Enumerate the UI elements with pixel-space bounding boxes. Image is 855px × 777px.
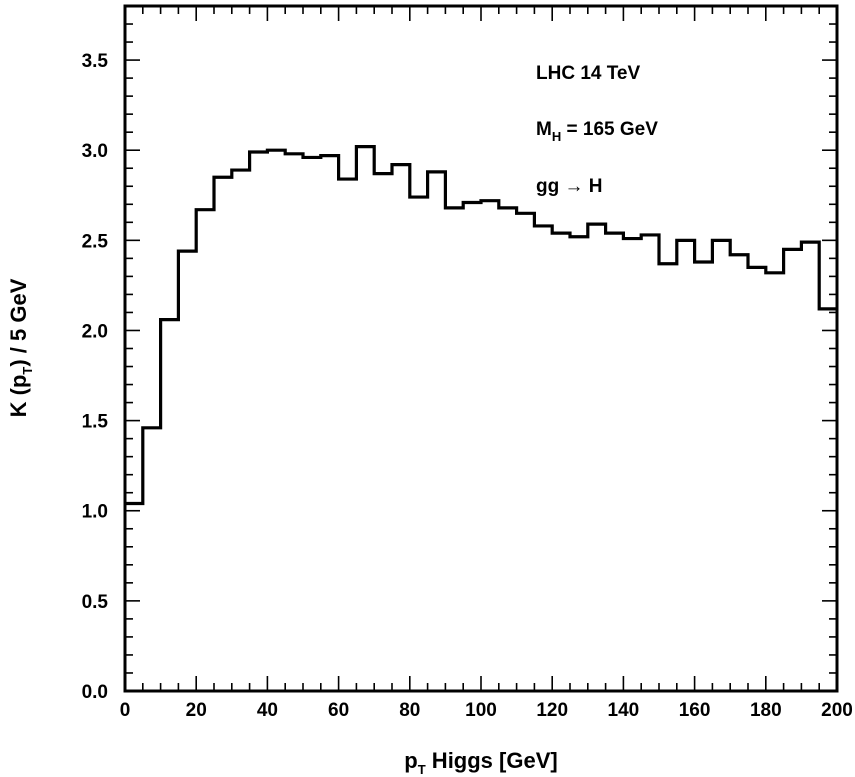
annotation-collider: LHC 14 TeV xyxy=(536,63,641,84)
x-tick-label: 140 xyxy=(608,700,640,721)
x-tick-label: 120 xyxy=(536,700,568,721)
x-tick-label: 200 xyxy=(821,700,853,721)
y-tick-labels: 0.0 0.5 1.0 1.5 2.0 2.5 3.0 3.5 xyxy=(82,51,109,703)
y-tick-label: 1.0 xyxy=(82,502,108,523)
plot-frame xyxy=(123,4,839,693)
x-tick-label: 80 xyxy=(399,700,420,721)
x-axis-title: pT Higgs [GeV] xyxy=(404,748,557,777)
y-tick-label: 2.0 xyxy=(82,321,108,342)
x-tick-label: 100 xyxy=(465,700,497,721)
y-tick-label: 3.0 xyxy=(82,141,108,162)
axis-ticks xyxy=(124,5,838,692)
y-tick-label: 0.5 xyxy=(82,592,109,613)
y-tick-label: 2.5 xyxy=(82,231,109,252)
x-tick-label: 20 xyxy=(186,700,207,721)
x-tick-label: 0 xyxy=(120,700,131,721)
x-tick-label: 180 xyxy=(750,700,782,721)
x-tick-label: 40 xyxy=(257,700,278,721)
y-tick-label: 1.5 xyxy=(82,412,109,433)
y-tick-label: 0.0 xyxy=(82,682,108,703)
annotation-process: gg → H xyxy=(536,176,603,197)
y-tick-label: 3.5 xyxy=(82,51,109,72)
k-factor-series-line xyxy=(125,145,837,506)
x-tick-labels: 0 20 40 60 80 100 120 140 160 180 200 xyxy=(120,700,853,721)
x-tick-label: 160 xyxy=(679,700,711,721)
y-axis-title: K (pT) / 5 GeV xyxy=(6,278,35,417)
annotation-higgs-mass: MH = 165 GeV xyxy=(536,119,658,144)
x-tick-label: 60 xyxy=(328,700,349,721)
